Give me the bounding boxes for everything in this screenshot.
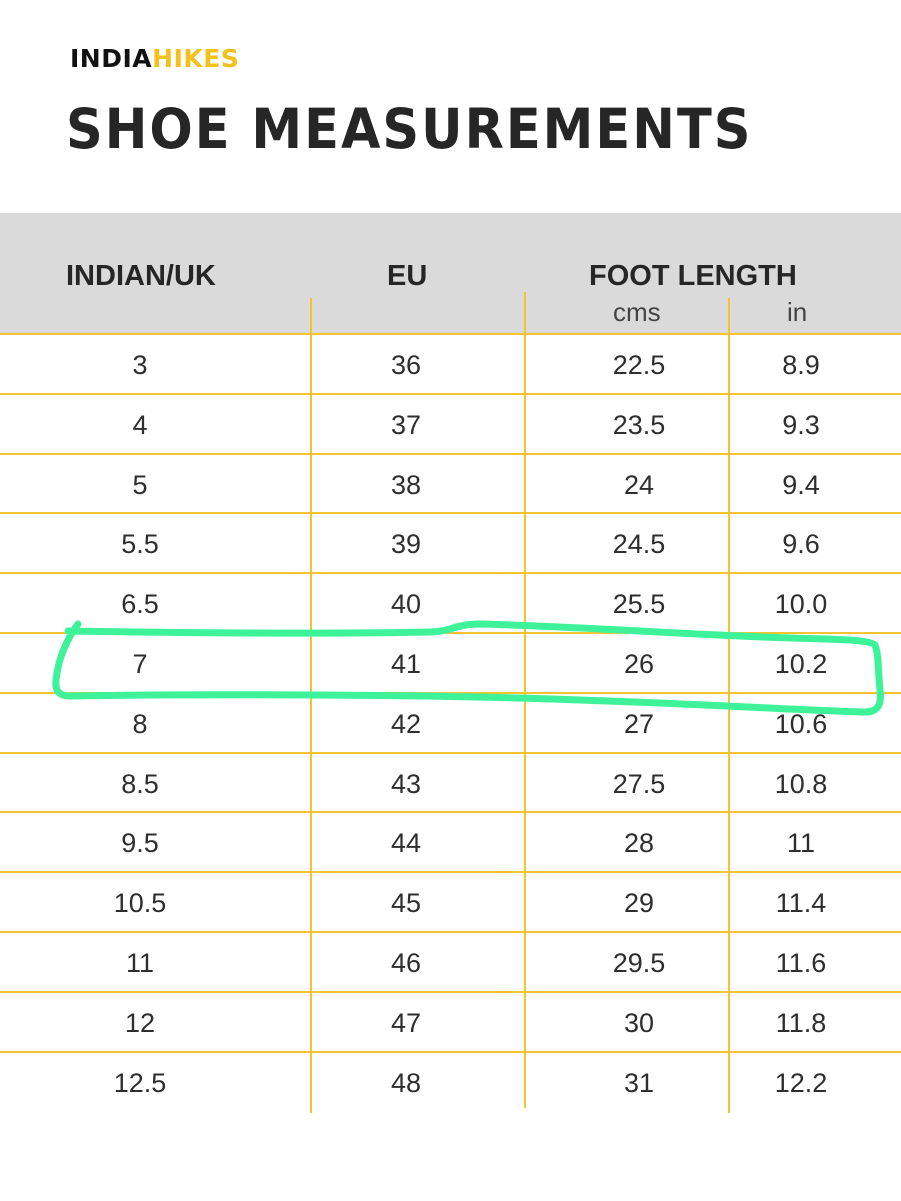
row-divider — [0, 931, 901, 933]
cell-cms: 23.5 — [612, 410, 666, 440]
cell-indian-uk: 5.5 — [121, 529, 159, 559]
cell-cms: 27.5 — [612, 769, 666, 799]
header-eu: EU — [387, 260, 428, 292]
header-foot-length: FOOT LENGTH — [589, 260, 797, 292]
table-row: 5.5 39 24.5 9.6 — [0, 514, 901, 574]
cell-indian-uk: 12 — [124, 1008, 156, 1038]
cell-in: 12.2 — [774, 1068, 828, 1098]
table-row: 8.5 43 27.5 10.8 — [0, 754, 901, 814]
row-divider — [0, 1051, 901, 1053]
cell-in: 10.6 — [774, 709, 828, 739]
cell-cms: 29.5 — [612, 948, 666, 978]
cell-cms: 28 — [623, 828, 655, 858]
row-divider — [0, 572, 901, 574]
cell-in: 11.8 — [775, 1008, 827, 1038]
cell-indian-uk: 4 — [132, 410, 148, 440]
cell-indian-uk: 8 — [132, 709, 148, 739]
cell-eu: 44 — [390, 828, 422, 858]
cell-eu: 45 — [390, 888, 422, 918]
cell-in: 9.3 — [782, 410, 820, 440]
cell-indian-uk: 7 — [132, 649, 148, 679]
cell-indian-uk: 5 — [132, 470, 148, 500]
row-divider — [0, 871, 901, 873]
table-row: 6.5 40 25.5 10.0 — [0, 574, 901, 634]
cell-indian-uk: 10.5 — [113, 888, 167, 918]
cell-in: 10.0 — [774, 589, 828, 619]
table-row: 9.5 44 28 11 — [0, 813, 901, 873]
row-divider — [0, 991, 901, 993]
table-row: 11 46 29.5 11.6 — [0, 933, 901, 993]
cell-eu: 46 — [390, 948, 422, 978]
cell-indian-uk: 12.5 — [113, 1068, 167, 1098]
cell-indian-uk: 6.5 — [121, 589, 159, 619]
cell-cms: 24 — [623, 470, 655, 500]
table-row: 5 38 24 9.4 — [0, 455, 901, 515]
row-divider — [0, 752, 901, 754]
header-cms: cms — [613, 297, 661, 327]
brand-logo: INDIAHIKES — [70, 44, 239, 74]
cell-eu: 40 — [390, 589, 422, 619]
row-divider — [0, 512, 901, 514]
cell-in: 11.6 — [775, 948, 827, 978]
cell-in: 11.4 — [775, 888, 827, 918]
brand-logo-part2: HIKES — [152, 44, 240, 73]
table-row: 12 47 30 11.8 — [0, 993, 901, 1053]
table-header-band — [0, 213, 901, 334]
brand-logo-part1: INDIA — [70, 44, 153, 73]
cell-in: 11 — [786, 828, 816, 858]
cell-in: 10.8 — [774, 769, 828, 799]
table-row: 10.5 45 29 11.4 — [0, 873, 901, 933]
header-indian-uk: INDIAN/UK — [66, 260, 216, 292]
cell-eu: 47 — [390, 1008, 422, 1038]
table-row: 12.5 48 31 12.2 — [0, 1053, 901, 1113]
cell-indian-uk: 9.5 — [121, 828, 159, 858]
cell-eu: 41 — [390, 649, 422, 679]
page-title: SHOE MEASUREMENTS — [66, 98, 753, 162]
cell-in: 10.2 — [774, 649, 828, 679]
table-row: 7 41 26 10.2 — [0, 634, 901, 694]
cell-eu: 39 — [390, 529, 422, 559]
cell-cms: 30 — [623, 1008, 655, 1038]
cell-cms: 25.5 — [612, 589, 666, 619]
cell-eu: 37 — [390, 410, 422, 440]
cell-eu: 36 — [390, 350, 422, 380]
cell-eu: 43 — [390, 769, 422, 799]
cell-cms: 27 — [623, 709, 655, 739]
cell-eu: 38 — [390, 470, 422, 500]
cell-indian-uk: 3 — [132, 350, 148, 380]
cell-cms: 26 — [623, 649, 655, 679]
cell-eu: 42 — [390, 709, 422, 739]
table-row: 4 37 23.5 9.3 — [0, 395, 901, 455]
cell-cms: 31 — [623, 1068, 655, 1098]
table-row: 3 36 22.5 8.9 — [0, 335, 901, 395]
cell-eu: 48 — [390, 1068, 422, 1098]
cell-indian-uk: 8.5 — [121, 769, 159, 799]
header-in: in — [787, 297, 808, 327]
row-divider — [0, 811, 901, 813]
cell-indian-uk: 11 — [125, 948, 155, 978]
row-divider — [0, 393, 901, 395]
table-row: 8 42 27 10.6 — [0, 694, 901, 754]
cell-cms: 22.5 — [612, 350, 666, 380]
cell-cms: 24.5 — [612, 529, 666, 559]
cell-cms: 29 — [623, 888, 655, 918]
cell-in: 8.9 — [782, 350, 820, 380]
cell-in: 9.6 — [782, 529, 820, 559]
row-divider — [0, 333, 901, 335]
cell-in: 9.4 — [782, 470, 820, 500]
row-divider — [0, 453, 901, 455]
